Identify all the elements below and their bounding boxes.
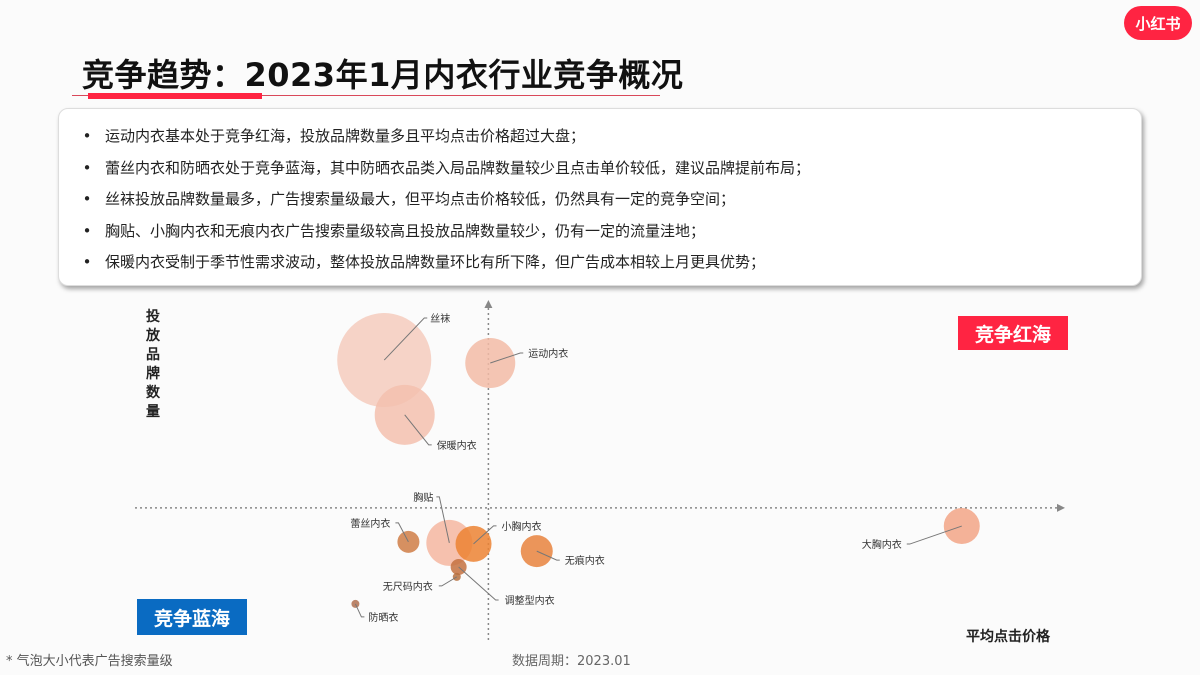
bubble-label: 防晒衣 xyxy=(368,611,398,624)
leader-line xyxy=(395,522,409,543)
xiaohongshu-logo: 小红书 xyxy=(1124,6,1192,40)
bubble-label: 小胸内衣 xyxy=(502,520,542,533)
bullet-item: • 胸贴、小胸内衣和无痕内衣广告搜索量级较高且投放品牌数量较少，仍有一定的流量洼地… xyxy=(69,216,1141,248)
bubble-label: 丝袜 xyxy=(430,312,450,325)
leader-line xyxy=(473,525,497,545)
bullet-dot: • xyxy=(82,158,92,177)
bullet-text: 运动内衣基本处于竞争红海，投放品牌数量多且平均点击价格超过大盘； xyxy=(105,127,586,145)
bullet-text: 蕾丝内衣和防晒衣处于竞争蓝海，其中防晒衣品类入局品牌数量较少且点击单价较低，建议… xyxy=(105,158,811,177)
leader-line xyxy=(458,566,499,601)
leader-line xyxy=(536,550,560,561)
title-underline-accent xyxy=(88,93,262,99)
bubble-label: 保暖内衣 xyxy=(437,439,477,452)
bubble-label: 无尺码内衣 xyxy=(383,580,433,593)
bullet-item: • 运动内衣基本处于竞争红海，投放品牌数量多且平均点击价格超过大盘； xyxy=(69,121,1141,153)
bubble-label: 运动内衣 xyxy=(528,347,568,360)
leader-line xyxy=(438,576,458,587)
bubble-label: 无痕内衣 xyxy=(565,554,605,567)
bullet-dot: • xyxy=(82,253,92,271)
x-axis-label: 平均点击价格 xyxy=(966,629,1050,645)
leader-line xyxy=(354,603,365,618)
bubble-label: 胸贴 xyxy=(413,491,433,504)
bullet-item: • 保暖内衣受制于季节性需求波动，整体投放品牌数量环比有所下降，但广告成本相较上月… xyxy=(69,247,1141,279)
footnote: * 气泡大小代表广告搜索量级 xyxy=(6,654,173,669)
leader-line xyxy=(906,525,962,545)
blue-ocean-label: 竞争蓝海 xyxy=(137,599,247,635)
title-underline xyxy=(72,95,660,96)
bullet-text: 丝袜投放品牌数量最多，广告搜索量级最大，但平均点击价格较低，仍然具有一定的竞争空… xyxy=(105,190,736,208)
leader-line xyxy=(436,496,450,543)
summary-box: • 运动内衣基本处于竞争红海，投放品牌数量多且平均点击价格超过大盘； • 蕾丝内衣和… xyxy=(58,108,1142,286)
bullet-item: • 丝袜投放品牌数量最多，广告搜索量级最大，但平均点击价格较低，仍然具有一定的竞争… xyxy=(69,184,1141,216)
data-period: 数据周期：2023.01 xyxy=(512,654,631,669)
bullet-item: • 蕾丝内衣和防晒衣处于竞争蓝海，其中防晒衣品类入局品牌数量较少且点击单价较低，建… xyxy=(69,153,1141,185)
page-title: 竞争趋势：2023年1月内衣行业竞争概况 xyxy=(82,56,684,94)
bubble-label: 大胸内衣 xyxy=(862,538,902,551)
bullet-dot: • xyxy=(82,221,92,240)
bubble-label: 蕾丝内衣 xyxy=(350,517,390,530)
bullet-dot: • xyxy=(82,127,92,145)
leader-line xyxy=(404,414,432,446)
y-axis-arrow xyxy=(484,300,493,308)
bullet-text: 胸贴、小胸内衣和无痕内衣广告搜索量级较高且投放品牌数量较少，仍有一定的流量洼地； xyxy=(105,221,706,240)
bullet-dot: • xyxy=(82,190,92,208)
leader-line xyxy=(490,352,524,364)
bubble-label: 调整型内衣 xyxy=(505,594,555,607)
bullet-text: 保暖内衣受制于季节性需求波动，整体投放品牌数量环比有所下降，但广告成本相较上月更… xyxy=(105,253,766,271)
x-axis-arrow xyxy=(1057,503,1065,512)
red-ocean-label: 竞争红海 xyxy=(958,316,1068,350)
y-axis-label: 投放品牌数量 xyxy=(146,309,160,420)
leader-line xyxy=(383,317,428,361)
